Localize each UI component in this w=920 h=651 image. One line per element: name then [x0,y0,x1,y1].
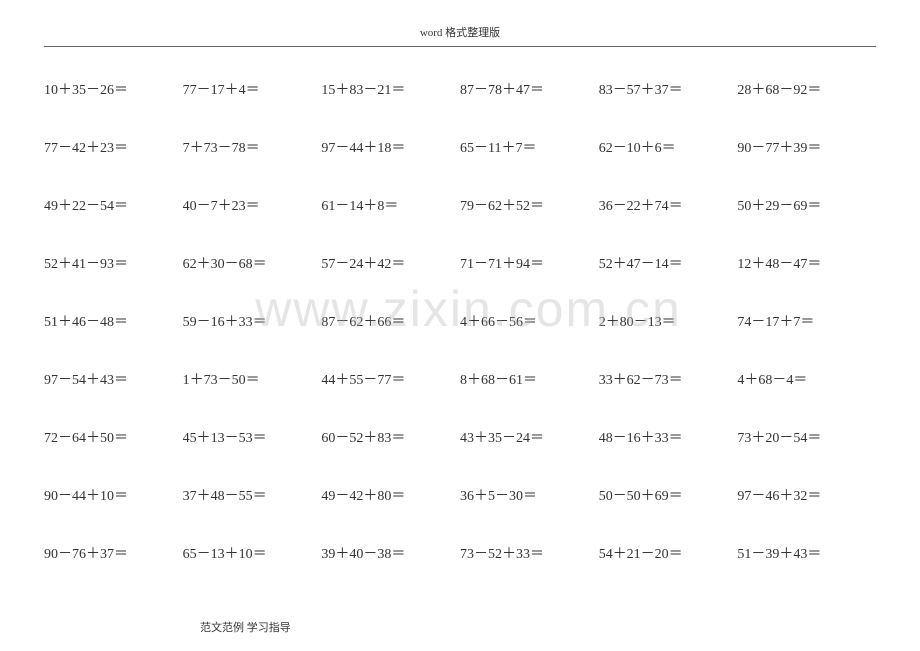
math-cell: 12＋48－47＝ [737,253,876,273]
math-cell: 2＋80－13＝ [599,311,738,331]
math-problems-grid: 10＋35－26＝ 77－17＋4＝ 15＋83－21＝ 87－78＋47＝ 8… [0,47,920,563]
table-row: 10＋35－26＝ 77－17＋4＝ 15＋83－21＝ 87－78＋47＝ 8… [44,79,876,99]
math-cell: 97－46＋32＝ [737,485,876,505]
math-cell: 45＋13－53＝ [183,427,322,447]
math-cell: 36＋5－30＝ [460,485,599,505]
math-cell: 97－54＋43＝ [44,369,183,389]
math-cell: 90－76＋37＝ [44,543,183,563]
math-cell: 51＋46－48＝ [44,311,183,331]
math-cell: 51－39＋43＝ [737,543,876,563]
math-cell: 50＋29－69＝ [737,195,876,215]
math-cell: 50－50＋69＝ [599,485,738,505]
math-cell: 4＋68－4＝ [737,369,876,389]
math-cell: 7＋73－78＝ [183,137,322,157]
math-cell: 77－17＋4＝ [183,79,322,99]
math-cell: 87－78＋47＝ [460,79,599,99]
math-cell: 97－44＋18＝ [321,137,460,157]
math-cell: 48－16＋33＝ [599,427,738,447]
math-cell: 72－64＋50＝ [44,427,183,447]
math-cell: 62－10＋6＝ [599,137,738,157]
math-cell: 77－42＋23＝ [44,137,183,157]
math-cell: 83－57＋37＝ [599,79,738,99]
table-row: 49＋22－54＝ 40－7＋23＝ 61－14＋8＝ 79－62＋52＝ 36… [44,195,876,215]
math-cell: 73－52＋33＝ [460,543,599,563]
page-header: word 格式整理版 [0,0,920,46]
math-cell: 15＋83－21＝ [321,79,460,99]
math-cell: 52＋47－14＝ [599,253,738,273]
math-cell: 40－7＋23＝ [183,195,322,215]
math-cell: 8＋68－61＝ [460,369,599,389]
math-cell: 43＋35－24＝ [460,427,599,447]
math-cell: 49－42＋80＝ [321,485,460,505]
math-cell: 87－62＋66＝ [321,311,460,331]
math-cell: 59－16＋33＝ [183,311,322,331]
table-row: 72－64＋50＝ 45＋13－53＝ 60－52＋83＝ 43＋35－24＝ … [44,427,876,447]
math-cell: 65－11＋7＝ [460,137,599,157]
math-cell: 49＋22－54＝ [44,195,183,215]
math-cell: 71－71＋94＝ [460,253,599,273]
math-cell: 33＋62－73＝ [599,369,738,389]
table-row: 97－54＋43＝ 1＋73－50＝ 44＋55－77＝ 8＋68－61＝ 33… [44,369,876,389]
math-cell: 90－44＋10＝ [44,485,183,505]
math-cell: 1＋73－50＝ [183,369,322,389]
math-cell: 54＋21－20＝ [599,543,738,563]
math-cell: 37＋48－55＝ [183,485,322,505]
table-row: 90－76＋37＝ 65－13＋10＝ 39＋40－38＝ 73－52＋33＝ … [44,543,876,563]
page-footer: 范文范例 学习指导 [200,619,291,635]
header-text: word 格式整理版 [420,27,500,39]
math-cell: 44＋55－77＝ [321,369,460,389]
footer-text: 范文范例 学习指导 [200,622,291,634]
math-cell: 39＋40－38＝ [321,543,460,563]
math-cell: 60－52＋83＝ [321,427,460,447]
math-cell: 36－22＋74＝ [599,195,738,215]
table-row: 52＋41－93＝ 62＋30－68＝ 57－24＋42＝ 71－71＋94＝ … [44,253,876,273]
math-cell: 79－62＋52＝ [460,195,599,215]
math-cell: 4＋66－56＝ [460,311,599,331]
math-cell: 74－17＋7＝ [737,311,876,331]
math-cell: 10＋35－26＝ [44,79,183,99]
math-cell: 61－14＋8＝ [321,195,460,215]
table-row: 90－44＋10＝ 37＋48－55＝ 49－42＋80＝ 36＋5－30＝ 5… [44,485,876,505]
table-row: 77－42＋23＝ 7＋73－78＝ 97－44＋18＝ 65－11＋7＝ 62… [44,137,876,157]
math-cell: 28＋68－92＝ [737,79,876,99]
table-row: 51＋46－48＝ 59－16＋33＝ 87－62＋66＝ 4＋66－56＝ 2… [44,311,876,331]
math-cell: 52＋41－93＝ [44,253,183,273]
math-cell: 90－77＋39＝ [737,137,876,157]
math-cell: 65－13＋10＝ [183,543,322,563]
math-cell: 62＋30－68＝ [183,253,322,273]
math-cell: 57－24＋42＝ [321,253,460,273]
math-cell: 73＋20－54＝ [737,427,876,447]
